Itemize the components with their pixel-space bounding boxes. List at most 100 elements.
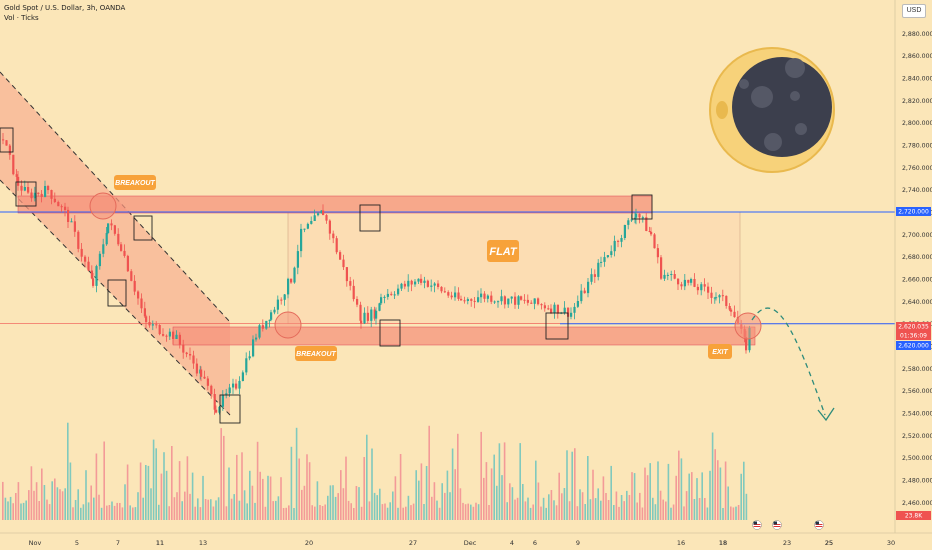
volume-bar bbox=[665, 501, 667, 520]
candle-body bbox=[733, 311, 736, 318]
upper-level-tag: 2,720.000 bbox=[898, 209, 929, 216]
candle-body bbox=[437, 283, 440, 287]
volume-bar bbox=[103, 441, 105, 520]
channel-upper-line bbox=[0, 71, 231, 323]
highlight-box bbox=[359, 204, 381, 232]
volume-bar bbox=[87, 502, 90, 520]
currency-button[interactable]: USD bbox=[902, 4, 926, 18]
candle-body bbox=[90, 270, 93, 279]
volume-bar bbox=[675, 475, 677, 520]
candle-body bbox=[92, 278, 95, 286]
volume-bar bbox=[139, 462, 142, 520]
candle-body bbox=[317, 213, 320, 216]
volume-bar bbox=[558, 472, 560, 520]
candle-body bbox=[20, 185, 23, 191]
candle-body bbox=[537, 298, 540, 305]
volume-bar bbox=[407, 495, 410, 520]
volume-bar bbox=[545, 507, 547, 520]
x-tick-label: 30 bbox=[887, 539, 895, 547]
volume-bar bbox=[22, 502, 25, 520]
candle-body bbox=[356, 299, 359, 305]
candle-body bbox=[587, 281, 590, 294]
volume-bar bbox=[392, 491, 394, 520]
volume-bar bbox=[626, 490, 628, 520]
candle-body bbox=[730, 309, 733, 312]
volume-bar bbox=[548, 494, 550, 520]
candle-body bbox=[517, 296, 520, 305]
volume-bars bbox=[2, 422, 748, 520]
candle-body bbox=[107, 223, 110, 233]
candle-body bbox=[473, 300, 476, 302]
y-tick-label: 2,840.000 bbox=[902, 76, 932, 83]
candle-body bbox=[360, 320, 363, 324]
y-tick-label: 2,540.000 bbox=[902, 411, 932, 418]
volume-bar bbox=[145, 465, 147, 520]
candle-body bbox=[213, 394, 216, 410]
volume-bar bbox=[685, 491, 688, 520]
candle-body bbox=[610, 251, 613, 255]
candle-body bbox=[276, 299, 279, 310]
volume-bar bbox=[724, 461, 727, 520]
candle-body bbox=[645, 217, 648, 231]
us-flag-icon[interactable] bbox=[814, 520, 824, 530]
candle-body bbox=[133, 280, 136, 292]
candle-body bbox=[339, 252, 342, 260]
volume-bar bbox=[61, 491, 64, 520]
candle-body bbox=[27, 187, 30, 193]
volume-bar bbox=[386, 507, 389, 520]
symbol-title: Gold Spot / U.S. Dollar, 3h, OANDA bbox=[4, 4, 126, 12]
volume-bar bbox=[709, 470, 711, 520]
candle-body bbox=[606, 255, 609, 258]
candle-body bbox=[477, 297, 480, 302]
volume-bar bbox=[368, 501, 371, 520]
candle-body bbox=[172, 331, 175, 339]
volume-bar bbox=[176, 492, 178, 520]
volume-bar bbox=[12, 503, 14, 520]
volume-bar bbox=[706, 507, 709, 520]
y-tick-label: 2,480.000 bbox=[902, 478, 932, 485]
candle-body bbox=[232, 383, 235, 388]
highlight-box bbox=[545, 312, 569, 340]
volume-bar bbox=[150, 488, 152, 520]
volume-bar bbox=[158, 504, 160, 520]
volume-bar bbox=[9, 496, 12, 520]
candle-body bbox=[306, 223, 309, 229]
volume-bar bbox=[241, 452, 243, 520]
candle-body bbox=[268, 319, 271, 321]
volume-bar bbox=[165, 470, 168, 520]
volume-bar bbox=[249, 470, 251, 520]
candle-body bbox=[2, 139, 5, 141]
volume-bar bbox=[124, 484, 126, 520]
candle-body bbox=[493, 301, 496, 303]
volume-bar bbox=[220, 428, 222, 520]
volume-bar bbox=[259, 471, 261, 520]
volume-bar bbox=[394, 476, 397, 520]
volume-bar bbox=[321, 506, 324, 520]
candle-body bbox=[580, 290, 583, 302]
volume-bar bbox=[337, 493, 339, 520]
volume-bar bbox=[358, 487, 360, 520]
candle-body bbox=[95, 266, 98, 286]
volume-bar bbox=[568, 501, 571, 520]
candle-body bbox=[200, 369, 203, 377]
us-flag-icon[interactable] bbox=[752, 520, 762, 530]
volume-bar bbox=[347, 500, 350, 520]
candle-body bbox=[466, 299, 469, 301]
volume-bar bbox=[571, 451, 573, 520]
candle-body bbox=[687, 279, 690, 283]
candle-body bbox=[490, 295, 493, 302]
candle-body bbox=[335, 238, 338, 253]
volume-bar bbox=[431, 496, 433, 520]
volume-bar bbox=[360, 506, 363, 520]
candle-body bbox=[192, 355, 195, 364]
x-tick-label: 18 bbox=[719, 539, 727, 547]
us-flag-icon[interactable] bbox=[772, 520, 782, 530]
volume-bar bbox=[704, 498, 706, 520]
volume-bar bbox=[181, 501, 183, 520]
volume-bar bbox=[506, 502, 508, 520]
x-tick-label: 6 bbox=[533, 539, 537, 547]
candle-body bbox=[235, 383, 238, 389]
candle-body bbox=[168, 331, 171, 337]
